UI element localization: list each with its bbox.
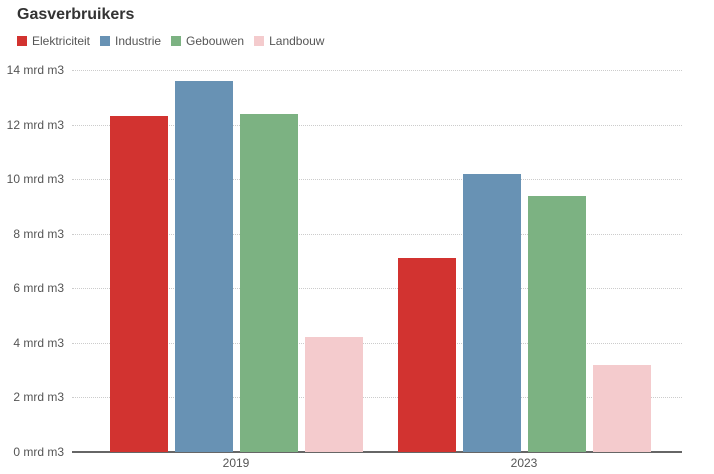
gridline xyxy=(72,288,682,290)
gridline xyxy=(72,397,682,399)
y-axis-tick-label: 4 mrd m3 xyxy=(13,335,64,350)
gridline xyxy=(72,233,682,235)
bar-industrie-2023[interactable] xyxy=(462,173,521,452)
chart-title: Gasverbruikers xyxy=(17,6,135,23)
bar-elektriciteit-2019[interactable] xyxy=(109,116,168,452)
bar-gebouwen-2019[interactable] xyxy=(239,113,298,452)
gridline xyxy=(72,342,682,344)
bar-industrie-2019[interactable] xyxy=(174,80,233,452)
bar-landbouw-2019[interactable] xyxy=(304,337,363,452)
bar-landbouw-2023[interactable] xyxy=(592,364,651,452)
x-axis-label-2019: 2019 xyxy=(222,456,250,470)
y-axis-tick-label: 2 mrd m3 xyxy=(13,390,64,405)
legend-item-label: Elektriciteit xyxy=(32,34,91,48)
x-axis-label-2023: 2023 xyxy=(510,456,538,470)
bar-gebouwen-2023[interactable] xyxy=(527,195,586,452)
gridline xyxy=(72,179,682,181)
legend-item-industrie[interactable]: Industrie xyxy=(100,34,161,48)
legend-item-elektriciteit[interactable]: Elektriciteit xyxy=(17,34,90,48)
x-axis-line xyxy=(72,451,682,453)
y-axis-tick-label: 10 mrd m3 xyxy=(6,172,64,187)
legend-swatch-gebouwen xyxy=(171,36,182,46)
bar-elektriciteit-2023[interactable] xyxy=(397,258,456,452)
legend-item-label: Industrie xyxy=(115,34,162,48)
legend-item-label: Gebouwen xyxy=(186,34,245,48)
gridline xyxy=(72,70,682,71)
y-axis-tick-label: 0 mrd m3 xyxy=(13,445,64,459)
legend-swatch-landbouw xyxy=(254,36,265,46)
legend-swatch-elektriciteit xyxy=(17,36,27,46)
y-axis-tick-label: 12 mrd m3 xyxy=(6,117,64,132)
legend-item-landbouw[interactable]: Landbouw xyxy=(254,34,324,48)
gridline xyxy=(72,124,682,126)
y-axis-tick-label: 6 mrd m3 xyxy=(13,281,64,296)
legend-item-gebouwen[interactable]: Gebouwen xyxy=(171,34,244,48)
y-axis-tick-label: 8 mrd m3 xyxy=(13,226,64,241)
legend: Elektriciteit Industrie Gebouwen Landbouw xyxy=(17,34,324,48)
legend-item-label: Landbouw xyxy=(269,34,325,48)
y-axis-tick-label: 14 mrd m3 xyxy=(6,63,64,77)
legend-swatch-industrie xyxy=(100,36,111,46)
